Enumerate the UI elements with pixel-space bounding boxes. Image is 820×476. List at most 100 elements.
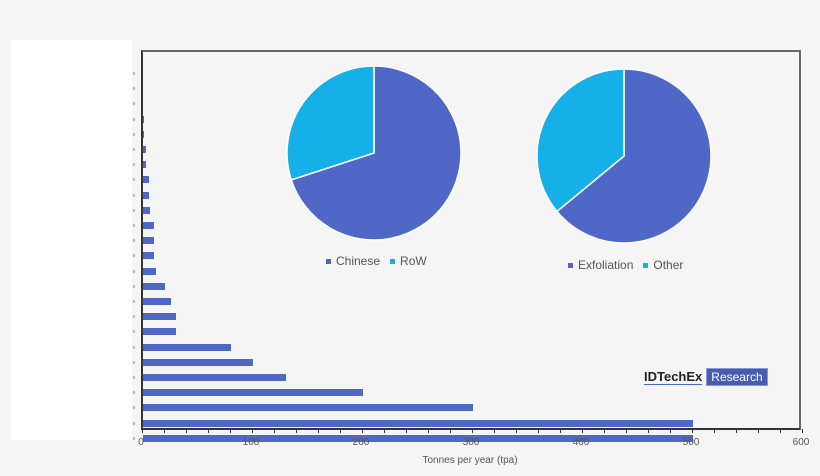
legend-item-row: RoW bbox=[390, 254, 427, 268]
legend-label: Exfoliation bbox=[578, 258, 634, 272]
bar bbox=[143, 298, 171, 305]
x-tick bbox=[230, 429, 231, 433]
x-tick bbox=[780, 429, 781, 433]
bar bbox=[143, 176, 149, 184]
x-tick bbox=[670, 429, 671, 433]
y-tick bbox=[133, 360, 135, 364]
y-tick bbox=[133, 376, 135, 379]
legend-swatch-icon bbox=[390, 258, 396, 264]
bar bbox=[143, 282, 165, 290]
bar bbox=[143, 237, 154, 245]
y-tick bbox=[133, 102, 135, 106]
y-tick bbox=[133, 330, 135, 334]
bar bbox=[143, 343, 231, 351]
pie1-legend: Chinese RoW bbox=[326, 254, 427, 268]
x-tick bbox=[516, 429, 517, 433]
x-tick bbox=[714, 429, 715, 433]
y-tick bbox=[133, 269, 135, 273]
x-tick-label: 300 bbox=[462, 437, 480, 448]
x-tick-label: 100 bbox=[242, 437, 260, 448]
x-tick bbox=[758, 429, 759, 433]
bar bbox=[143, 313, 176, 321]
pie-slice-chinese bbox=[290, 65, 462, 241]
x-tick bbox=[318, 429, 319, 433]
bar bbox=[143, 191, 149, 199]
bar bbox=[143, 161, 147, 169]
y-tick bbox=[133, 284, 135, 288]
label-mask-panel bbox=[11, 40, 132, 440]
x-tick bbox=[362, 429, 363, 433]
y-tick bbox=[133, 87, 135, 91]
x-tick-label: 600 bbox=[792, 437, 810, 448]
pie-chart-origin bbox=[286, 65, 462, 241]
pie-slice-exfoliation bbox=[555, 68, 712, 244]
bar bbox=[143, 146, 147, 153]
x-tick bbox=[648, 429, 649, 433]
x-tick bbox=[560, 429, 561, 433]
x-tick bbox=[252, 429, 253, 433]
y-tick bbox=[133, 208, 135, 212]
x-tick-label: 400 bbox=[572, 437, 590, 448]
x-tick bbox=[274, 429, 275, 433]
y-tick bbox=[133, 224, 135, 227]
legend-label: Chinese bbox=[336, 254, 381, 268]
y-tick bbox=[133, 178, 135, 182]
x-tick-label: 500 bbox=[682, 437, 700, 448]
x-tick-label: 0 bbox=[138, 437, 144, 448]
y-tick bbox=[133, 345, 135, 349]
y-tick bbox=[133, 148, 135, 151]
x-tick bbox=[736, 429, 737, 433]
logo-brand: IDTechEx bbox=[644, 368, 703, 385]
x-tick bbox=[296, 429, 297, 433]
pie-chart-method bbox=[536, 68, 712, 244]
pie-slice-row bbox=[286, 65, 375, 181]
y-tick bbox=[133, 117, 135, 121]
idtechex-logo: IDTechEx Research bbox=[644, 368, 768, 386]
bar bbox=[143, 374, 286, 381]
y-tick bbox=[133, 254, 135, 258]
x-tick bbox=[406, 429, 407, 433]
x-tick-label: 200 bbox=[352, 437, 370, 448]
legend-label: RoW bbox=[400, 254, 427, 268]
x-tick bbox=[142, 429, 143, 433]
y-tick bbox=[133, 391, 135, 395]
bar bbox=[143, 267, 157, 275]
bar bbox=[143, 130, 145, 138]
y-tick bbox=[133, 315, 135, 319]
x-tick bbox=[692, 429, 693, 433]
legend-label: Other bbox=[653, 258, 684, 272]
pie-slice-other bbox=[536, 68, 625, 213]
pie2-legend: Exfoliation Other bbox=[568, 258, 683, 272]
bar bbox=[143, 115, 145, 123]
bar bbox=[143, 252, 154, 260]
x-tick bbox=[384, 429, 385, 433]
bar bbox=[143, 358, 253, 366]
x-tick bbox=[604, 429, 605, 433]
legend-item-other: Other bbox=[643, 258, 683, 272]
bar bbox=[143, 389, 363, 397]
legend-item-exfoliation: Exfoliation bbox=[568, 258, 633, 272]
x-tick bbox=[164, 429, 165, 433]
bar bbox=[143, 419, 693, 427]
bar bbox=[143, 328, 176, 336]
legend-swatch-icon bbox=[326, 258, 331, 264]
y-tick bbox=[133, 421, 135, 425]
legend-swatch-icon bbox=[643, 262, 649, 268]
bar bbox=[143, 222, 154, 229]
x-tick bbox=[208, 429, 209, 433]
x-tick bbox=[538, 429, 539, 433]
logo-tag: Research bbox=[706, 368, 768, 386]
y-tick bbox=[133, 406, 135, 410]
y-tick bbox=[133, 163, 135, 167]
y-tick bbox=[133, 300, 135, 303]
x-tick bbox=[472, 429, 473, 433]
x-tick bbox=[340, 429, 341, 433]
bar bbox=[143, 404, 473, 412]
y-tick bbox=[133, 72, 135, 75]
y-tick bbox=[133, 239, 135, 243]
x-tick bbox=[626, 429, 627, 433]
x-tick bbox=[450, 429, 451, 433]
x-tick bbox=[582, 429, 583, 433]
x-tick bbox=[186, 429, 187, 433]
x-tick bbox=[428, 429, 429, 433]
